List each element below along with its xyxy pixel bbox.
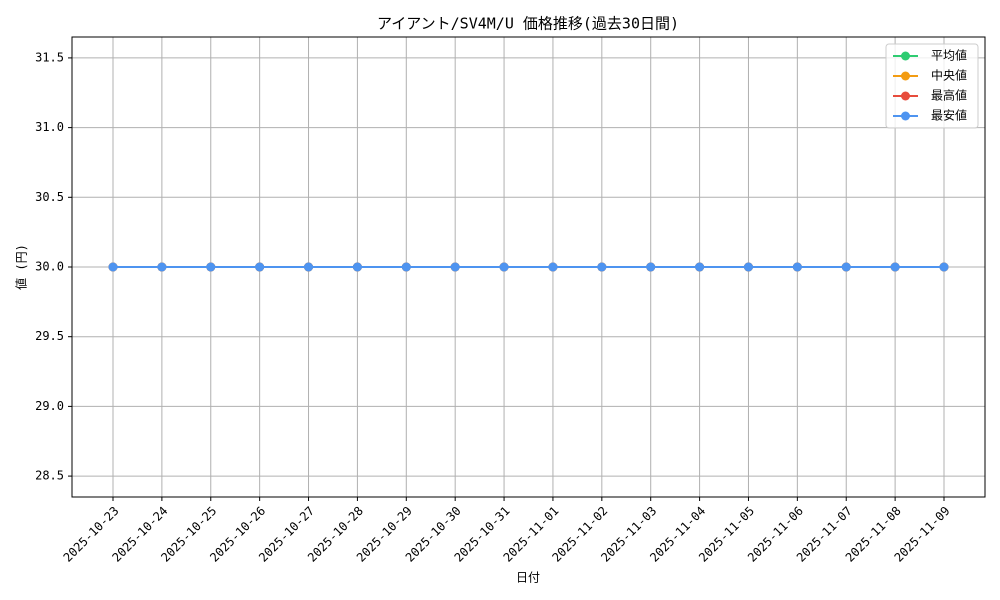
y-tick-label: 29.0 [35,399,64,413]
y-tick-label: 30.0 [35,260,64,274]
legend-marker [901,111,910,121]
legend-marker [901,71,910,81]
legend-label: 最安値 [931,108,967,123]
legend-label: 最高値 [931,88,967,103]
point [841,262,851,272]
chart-title: アイアント/SV4M/U 価格推移(過去30日間) [377,15,679,33]
point [890,262,900,272]
point [939,262,949,272]
point [352,262,362,272]
legend-label: 平均値 [931,48,967,63]
legend-marker [901,91,910,101]
point [499,262,509,272]
point [255,262,265,272]
point [157,262,167,272]
point [108,262,118,272]
point [792,262,802,272]
y-tick-label: 30.5 [35,190,64,204]
point [597,262,607,272]
x-axis-label: 日付 [516,571,540,585]
y-axis-label: 値 (円) [14,244,29,290]
legend-box [885,43,979,129]
point [304,262,314,272]
point [743,262,753,272]
legend-marker [901,51,910,61]
y-tick-label: 31.5 [35,50,64,64]
point [646,262,656,272]
y-tick-label: 29.5 [35,329,64,343]
y-tick-label: 28.5 [35,469,64,483]
legend-label: 中央値 [931,68,967,83]
y-tick-label: 31.0 [35,120,64,134]
point [206,262,216,272]
point [450,262,460,272]
point [695,262,705,272]
plot-frame [71,36,986,498]
point [401,262,411,272]
point [548,262,558,272]
